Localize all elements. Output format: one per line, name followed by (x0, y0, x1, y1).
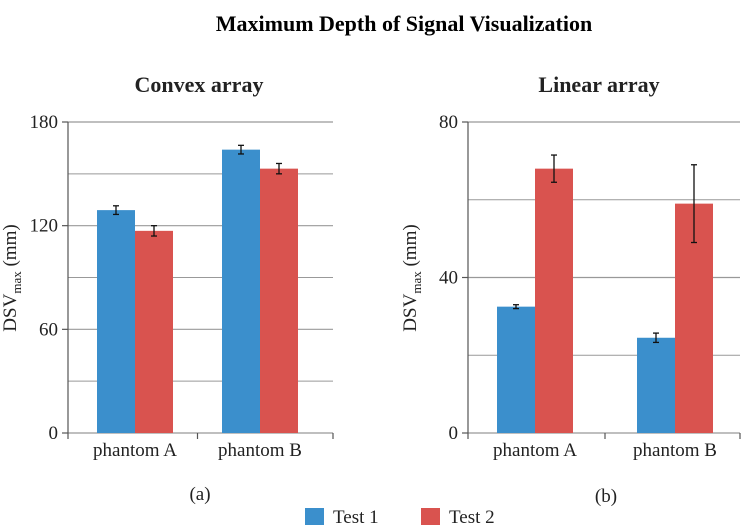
bar-test2-phantom-a (135, 230, 173, 433)
chart-title: Linear array (538, 72, 659, 97)
x-tick-label: phantom A (493, 440, 577, 461)
y-axis-label: DSVmax (mm) (400, 224, 424, 331)
legend: Test 1 Test 2 (305, 507, 495, 526)
bar-test1-phantom-a (97, 210, 135, 433)
y-tick-label: 0 (49, 423, 59, 444)
bar-test1-phantom-b (637, 337, 675, 433)
y-axis-label-unit: (mm) (400, 224, 421, 271)
x-tick-label: phantom A (93, 440, 177, 461)
legend-swatch-test1 (305, 508, 324, 525)
y-tick-label: 40 (439, 268, 458, 289)
bar-test2-phantom-a (535, 168, 573, 433)
y-axis-label: DSVmax (mm) (0, 224, 24, 331)
legend-swatch-test2 (421, 508, 440, 525)
y-tick-label: 180 (30, 112, 59, 133)
chart-title: Convex array (135, 72, 264, 97)
panel-label: (b) (595, 486, 617, 507)
y-axis-label-subscript: max (409, 271, 424, 294)
y-tick-label: 120 (30, 216, 59, 237)
y-axis-label-main: DSV (400, 293, 421, 331)
bar-test1-phantom-a (497, 306, 535, 433)
x-tick-label: phantom B (218, 440, 302, 461)
bar-test2-phantom-b (260, 168, 298, 433)
y-tick-label: 80 (439, 112, 458, 133)
legend-label-test2: Test 2 (449, 507, 495, 526)
y-axis-label-main: DSV (0, 293, 21, 331)
panel-label: (a) (189, 484, 210, 505)
figure-title: Maximum Depth of Signal Visualization (216, 11, 592, 36)
y-tick-label: 0 (449, 423, 459, 444)
bar-test1-phantom-b (222, 149, 260, 433)
y-axis-label-unit: (mm) (0, 224, 21, 271)
y-tick-label: 60 (39, 319, 58, 340)
x-tick-label: phantom B (633, 440, 717, 461)
y-axis-label-subscript: max (9, 271, 24, 294)
chart-panel-b: 0 40 80 Linear array DSVmax (mm) phantom A pha… (400, 72, 741, 507)
legend-label-test1: Test 1 (333, 507, 379, 526)
chart-panel-a: 0 60 120 180 Convex array DSVmax (mm) phantom … (0, 72, 334, 505)
